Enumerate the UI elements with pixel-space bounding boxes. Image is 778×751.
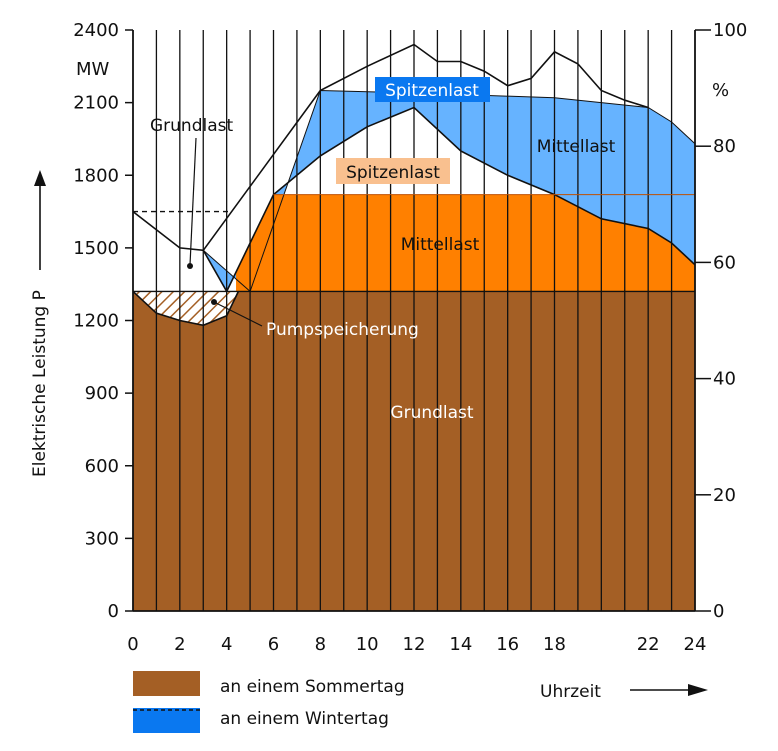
- y2-tick-label-60: 60: [713, 252, 736, 273]
- annotation-mittellast-sommer: Mittellast: [401, 235, 480, 255]
- legend: an einem Sommertag an einem Wintertag: [133, 671, 405, 733]
- x-tick-label-2: 2: [174, 634, 185, 655]
- leader-dot-grundlast: [187, 263, 193, 269]
- leader-dot-pumpspeicherung: [211, 299, 217, 305]
- y-tick-label-2100: 2100: [73, 93, 119, 114]
- y-axis-arrow-head: [34, 170, 46, 186]
- x-tick-label-0: 0: [127, 634, 138, 655]
- annotation-mittellast-winter: Mittellast: [537, 137, 616, 157]
- y-tick-label-2400: 2400: [73, 20, 119, 41]
- axes-layer: [125, 29, 711, 612]
- x-tick-label-16: 16: [496, 634, 519, 655]
- y-tick-label-300: 300: [85, 528, 119, 549]
- x-tick-label-22: 22: [637, 634, 660, 655]
- x-tick-label-18: 18: [543, 634, 566, 655]
- y-tick-label-900: 900: [85, 383, 119, 404]
- spitzenlast-sommer-bg: [336, 158, 450, 184]
- y2-unit-label: %: [712, 80, 729, 101]
- annotation-grundlast-top: Grundlast: [150, 116, 234, 136]
- legend-label-sommer: an einem Sommertag: [220, 677, 405, 697]
- y-unit-label: MW: [76, 59, 110, 80]
- winter-gesamtlast-line: [132, 43, 649, 252]
- x-axis-title: Uhrzeit: [540, 682, 601, 702]
- y-tick-label-0: 0: [108, 601, 119, 622]
- x-tick-label-6: 6: [268, 634, 279, 655]
- annotation-spitzenlast-winter: Spitzenlast: [385, 81, 479, 101]
- annotation-grundlast-sommer: Grundlast: [390, 403, 474, 423]
- y-axis-title: Elektrische Leistung P: [30, 290, 50, 477]
- spitzenlast-winter-bg: [375, 77, 490, 102]
- annotation-pumpspeicherung: Pumpspeicherung: [266, 320, 419, 340]
- leader-grundlast: [189, 137, 197, 266]
- x-axis-arrow-head: [688, 684, 708, 696]
- pumpspeicherung-line: [132, 290, 240, 327]
- y2-tick-label-100: 100: [713, 20, 747, 41]
- x-tick-label-10: 10: [356, 634, 379, 655]
- y2-tick-label-40: 40: [713, 369, 736, 390]
- leader-pumpspeicherung: [213, 301, 263, 327]
- y-tick-label-1200: 1200: [73, 311, 119, 332]
- annotation-spitzenlast-sommer: Spitzenlast: [346, 163, 440, 183]
- winter-mittellast-band: [203, 90, 696, 292]
- y2-tick-label-80: 80: [713, 136, 736, 157]
- y2-tick-label-20: 20: [713, 485, 736, 506]
- sommer-mittellast-area: [236, 194, 695, 292]
- y-tick-label-1500: 1500: [73, 238, 119, 259]
- x-tick-label-14: 14: [449, 634, 472, 655]
- annotations: Grundlast Spitzenlast Spitzenlast Mittel…: [150, 77, 616, 423]
- y2-tick-label-0: 0: [713, 601, 724, 622]
- legend-swatch-sommer: [133, 671, 200, 696]
- x-tick-label-8: 8: [315, 634, 326, 655]
- legend-label-winter: an einem Wintertag: [220, 709, 389, 729]
- y-tick-label-600: 600: [85, 456, 119, 477]
- legend-swatch-winter: [133, 708, 200, 733]
- x-tick-label-24: 24: [684, 634, 707, 655]
- y-tick-label-1800: 1800: [73, 165, 119, 186]
- x-tick-label-12: 12: [403, 634, 426, 655]
- x-tick-label-4: 4: [221, 634, 232, 655]
- tick-labels: 0300600900120015001800210024000204060801…: [73, 20, 747, 655]
